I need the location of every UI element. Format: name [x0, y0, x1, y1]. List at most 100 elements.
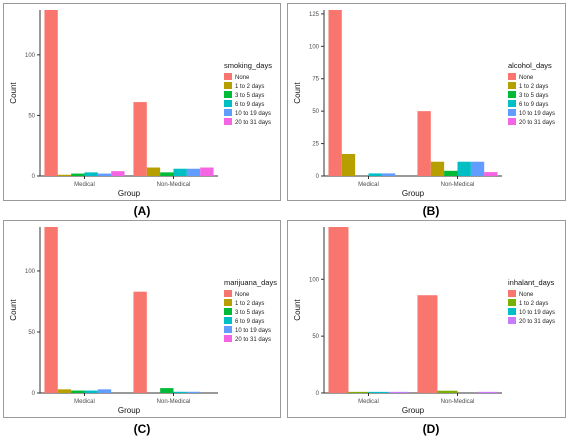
bar	[200, 167, 214, 176]
bar	[470, 161, 485, 176]
x-tick-label: Medical	[358, 399, 379, 405]
legend-label: 6 to 9 days	[235, 319, 264, 325]
bar	[71, 390, 85, 393]
chart-panel-d: 0 50 100 Count Medical Non-Medical Group inhala…	[287, 220, 566, 418]
legend-title: alcohol_days	[508, 61, 552, 70]
legend-label: 20 to 31 days	[235, 120, 271, 126]
y-axis-title: Count	[293, 299, 302, 321]
bar	[44, 10, 58, 176]
legend-label: 3 to 5 days	[519, 93, 548, 99]
legend-swatch	[224, 299, 232, 306]
chart-smoking-days: 0 50 100 Count Medical Non-Medical Group smokin…	[9, 10, 272, 198]
y-tick-label: 0	[32, 391, 36, 397]
legend-label: 1 to 2 days	[519, 84, 548, 90]
legend-label: 1 to 2 days	[235, 301, 264, 307]
legend-swatch	[508, 317, 516, 324]
legend-label: 20 to 31 days	[519, 319, 555, 325]
bar	[57, 174, 72, 176]
y-tick-label: 100	[309, 44, 320, 50]
bar	[368, 173, 382, 176]
chart-inhalant-days: 0 50 100 Count Medical Non-Medical Group inhala…	[293, 227, 555, 415]
legend-swatch	[224, 290, 232, 297]
legend-swatch	[224, 335, 232, 342]
x-tick-label: Medical	[358, 182, 379, 188]
bar	[457, 161, 471, 176]
bar	[328, 10, 342, 176]
chart-panel-b: 0 25 50 75 100 125 Count Medical Non-Medical Grou…	[287, 3, 566, 201]
legend-swatch	[508, 100, 516, 107]
caption-d: (D)	[422, 422, 440, 436]
legend-swatch	[508, 290, 516, 297]
bar	[341, 153, 356, 176]
bar	[173, 168, 187, 176]
chart-panel-a: 0 50 100 Count Medical Non-Medical Group smokin…	[3, 3, 281, 201]
bar	[388, 391, 409, 393]
bar	[381, 173, 396, 176]
x-axis-title: Group	[118, 406, 141, 415]
x-tick-label: Medical	[74, 182, 95, 188]
legend-label: 20 to 31 days	[235, 337, 271, 343]
legend-swatch	[224, 308, 232, 315]
x-tick-label: Medical	[74, 399, 95, 405]
legend-swatch	[508, 308, 516, 315]
legend-title: marijuana_days	[224, 278, 277, 287]
legend-swatch	[224, 109, 232, 116]
x-axis-title: Group	[118, 189, 141, 198]
x-axis-title: Group	[402, 406, 425, 415]
chart-alcohol-days: 0 25 50 75 100 125 Count Medical Non-Medical Grou…	[293, 10, 555, 198]
bar	[328, 227, 349, 393]
x-tick-label: Non-Medical	[157, 182, 191, 188]
legend-swatch	[508, 82, 516, 89]
legend-label: None	[519, 292, 534, 298]
x-tick-label: Non-Medical	[441, 182, 475, 188]
y-tick-label: 100	[25, 53, 36, 59]
bar	[44, 227, 58, 393]
legend-label: 3 to 5 days	[235, 310, 264, 316]
bar	[84, 172, 98, 176]
legend-swatch	[224, 118, 232, 125]
bar	[417, 295, 438, 393]
legend-title: inhalant_days	[508, 278, 555, 287]
bar	[71, 173, 85, 176]
bar	[186, 391, 201, 393]
y-axis-title: Count	[293, 82, 302, 104]
y-tick-label: 50	[312, 334, 319, 340]
legend-swatch	[508, 109, 516, 116]
x-tick-label: Non-Medical	[441, 399, 475, 405]
bar	[477, 391, 498, 393]
bar	[417, 111, 431, 176]
legend-swatch	[508, 118, 516, 125]
bar	[97, 173, 112, 176]
bar	[133, 102, 147, 176]
y-axis-title: Count	[9, 299, 18, 321]
legend-label: 10 to 19 days	[235, 328, 271, 334]
caption-a: (A)	[133, 204, 151, 218]
bar	[146, 167, 161, 176]
y-tick-label: 50	[312, 109, 319, 115]
bar	[348, 391, 369, 393]
y-tick-label: 0	[32, 174, 36, 180]
legend-swatch	[508, 91, 516, 98]
x-tick-label: Non-Medical	[157, 399, 191, 405]
bar	[444, 170, 458, 176]
bar	[186, 168, 201, 176]
caption-b: (B)	[422, 204, 440, 218]
chart-panel-c: 0 50 100 Count Medical Non-Medical Group mariju…	[3, 220, 281, 418]
legend-label: None	[235, 75, 250, 81]
legend-swatch	[224, 326, 232, 333]
y-tick-label: 0	[316, 174, 320, 180]
y-tick-label: 0	[316, 391, 320, 397]
y-tick-label: 25	[312, 142, 319, 148]
legend-label: None	[235, 292, 250, 298]
x-axis-title: Group	[402, 189, 425, 198]
legend-swatch	[224, 91, 232, 98]
bar	[160, 172, 174, 176]
y-tick-label: 100	[309, 277, 320, 283]
bar	[111, 171, 125, 176]
bar	[437, 390, 458, 393]
bar	[133, 291, 147, 393]
legend-label: 10 to 19 days	[235, 111, 271, 117]
legend-label: 10 to 19 days	[519, 310, 555, 316]
legend-swatch	[224, 100, 232, 107]
y-axis-title: Count	[9, 82, 18, 104]
